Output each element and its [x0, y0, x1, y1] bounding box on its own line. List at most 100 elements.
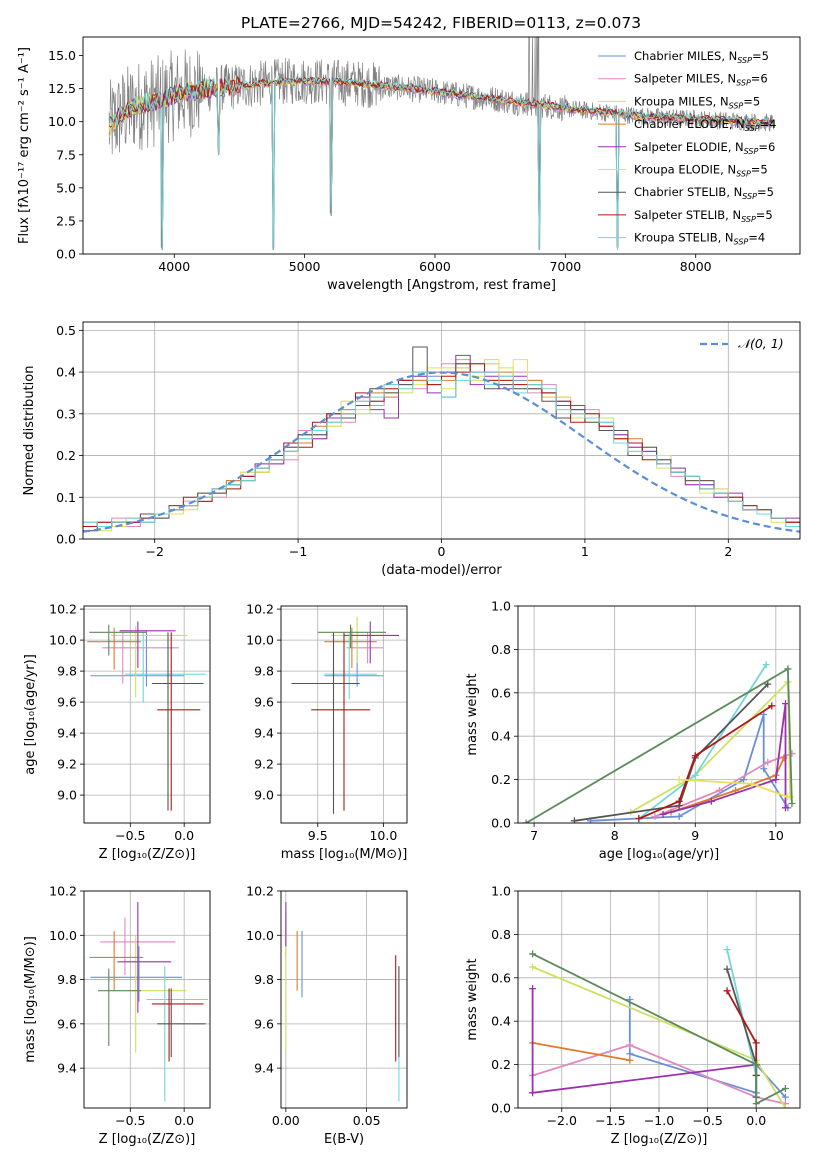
- plus-marker: [715, 786, 723, 794]
- axes-frame: [82, 321, 801, 540]
- plus-marker: [723, 946, 731, 954]
- y-tick-label: 9.8: [57, 664, 77, 679]
- mass-weight-line: [532, 953, 786, 1106]
- mass-weight-line: [654, 752, 793, 818]
- y-axis-label: age [log₁₀(age/yr)]: [23, 654, 38, 775]
- model-spectrum-line: [108, 75, 775, 251]
- plus-marker: [784, 665, 792, 673]
- x-axis-label: Z [log₁₀(Z/Z⊙)]: [99, 1132, 196, 1147]
- plus-marker: [764, 758, 772, 766]
- plus-marker: [691, 752, 699, 760]
- x-tick-label: 0.0: [174, 1113, 194, 1128]
- y-tick-label: 10.0: [246, 633, 274, 648]
- x-tick-label: −1.5: [595, 1113, 625, 1128]
- y-tick-label: 9.8: [254, 664, 274, 679]
- y-tick-label: 10.0: [48, 114, 76, 129]
- y-tick-label: 9.0: [254, 788, 274, 803]
- plus-marker: [691, 771, 699, 779]
- x-tick-label: −0.5: [115, 828, 145, 843]
- plus-marker: [752, 1039, 760, 1047]
- mass-weight-line: [532, 1044, 786, 1105]
- legend-label: Chabrier STELIB, NSSP=5: [634, 185, 774, 201]
- x-tick-label: 0.00: [272, 1113, 300, 1128]
- y-tick-label: 10.0: [49, 633, 77, 648]
- y-tick-label: 0.8: [491, 642, 511, 657]
- x-axis-label: Z [log₁₀(Z/Z⊙)]: [611, 1132, 708, 1147]
- y-axis-label: mass [log₁₀(M/M⊙)]: [23, 936, 38, 1063]
- plus-marker: [781, 700, 789, 708]
- x-tick-label: 7: [530, 828, 538, 843]
- plot-area: [108, 37, 775, 251]
- y-tick-label: 0.3: [56, 406, 76, 421]
- plus-marker: [781, 1104, 789, 1108]
- plus-marker: [723, 987, 731, 995]
- plus-marker: [529, 950, 537, 958]
- y-tick-label: 0.6: [491, 685, 511, 700]
- plus-marker: [529, 1089, 537, 1097]
- y-axis-label: Flux [fλ10⁻¹⁷ erg cm⁻² s⁻¹ A⁻¹]: [17, 47, 32, 244]
- panel-mass_vs_EBV: 0.00 0.05 9.4 9.6 9.8 10.0 10.2 E(B-V): [246, 884, 408, 1147]
- y-axis-label: Normed distribution: [22, 366, 37, 496]
- plus-marker: [772, 776, 780, 784]
- mass-weight-line: [670, 757, 785, 813]
- plus-marker: [675, 776, 683, 784]
- x-tick-label: 8000: [680, 259, 712, 274]
- y-axis-label: mass weight: [465, 958, 480, 1040]
- plus-marker: [760, 711, 768, 718]
- plus-marker: [784, 793, 792, 801]
- x-tick-label: 5000: [289, 259, 321, 274]
- x-tick-label: −0.5: [115, 1113, 145, 1128]
- legend-label: Salpeter MILES, NSSP=6: [634, 72, 768, 88]
- y-tick-label: 9.6: [254, 695, 274, 710]
- panel-residuals: −2 −1 0 1 2 0.0 0.1 0.2 0.3 0.4 0.5 (data-model)/er…: [22, 321, 801, 578]
- plus-marker: [781, 1084, 789, 1092]
- plus-marker: [529, 963, 537, 971]
- plot-area: [291, 616, 400, 814]
- plus-marker: [635, 815, 643, 823]
- y-tick-label: 9.4: [254, 1061, 274, 1076]
- y-tick-label: 10.0: [49, 928, 77, 943]
- y-tick-label: 0.2: [491, 1057, 511, 1072]
- legend-label: Chabrier MILES, NSSP=5: [634, 49, 769, 65]
- axes-frame: [280, 890, 408, 1109]
- legend-label: Kroupa ELODIE, NSSP=5: [634, 163, 768, 179]
- x-tick-label: 0.05: [353, 1113, 381, 1128]
- plus-marker: [723, 965, 731, 973]
- axes-frame: [280, 605, 408, 824]
- x-tick-label: 4000: [158, 259, 190, 274]
- panel-mass_weight_vs_age: 7 8 9 10 0.0 0.2 0.4 0.6 0.8 1.0 age [log₁₀(age/yr…: [465, 599, 801, 862]
- plus-marker: [659, 810, 667, 818]
- y-tick-label: 0.8: [491, 927, 511, 942]
- y-tick-label: 0.0: [56, 247, 76, 262]
- y-tick-label: 9.4: [254, 726, 274, 741]
- y-tick-label: 9.2: [57, 757, 77, 772]
- plus-marker: [626, 1041, 634, 1049]
- y-tick-label: 9.6: [57, 1016, 77, 1031]
- y-tick-label: 0.0: [491, 1101, 511, 1116]
- y-tick-label: 0.2: [56, 448, 76, 463]
- x-tick-label: −2.0: [547, 1113, 577, 1128]
- panel-age_vs_mass: 9.5 10.0 9.0 9.2 9.4 9.6 9.8 10.0 10.2 mass [log₁…: [246, 602, 408, 862]
- y-tick-label: 7.5: [56, 147, 76, 162]
- panel-mass_weight_vs_Z: −2.0 −1.5 −1.0 −0.5 0.0 0.0 0.2 0.4 0.6 0.8 1.0 Z […: [465, 884, 801, 1147]
- mass-weight-line: [574, 683, 769, 822]
- y-tick-label: 9.6: [57, 695, 77, 710]
- y-tick-label: 10.0: [246, 928, 274, 943]
- y-tick-label: 9.0: [57, 788, 77, 803]
- legend-label: 𝒩(0, 1): [738, 336, 784, 351]
- x-tick-label: 9: [691, 828, 699, 843]
- plus-marker: [707, 797, 715, 805]
- mass-weight-line: [638, 705, 773, 820]
- plot-area: [285, 902, 400, 1102]
- x-tick-label: 10.0: [369, 828, 397, 843]
- plus-marker: [529, 985, 537, 993]
- plot-area: [87, 621, 206, 811]
- x-tick-label: −2: [145, 544, 163, 559]
- y-tick-label: 15.0: [48, 48, 76, 63]
- plus-marker: [675, 797, 683, 805]
- legend-label: Salpeter STELIB, NSSP=5: [634, 208, 773, 224]
- y-tick-label: 0.0: [491, 816, 511, 831]
- plus-marker: [762, 661, 770, 669]
- y-tick-label: 1.0: [491, 884, 511, 899]
- y-tick-label: 0.2: [491, 772, 511, 787]
